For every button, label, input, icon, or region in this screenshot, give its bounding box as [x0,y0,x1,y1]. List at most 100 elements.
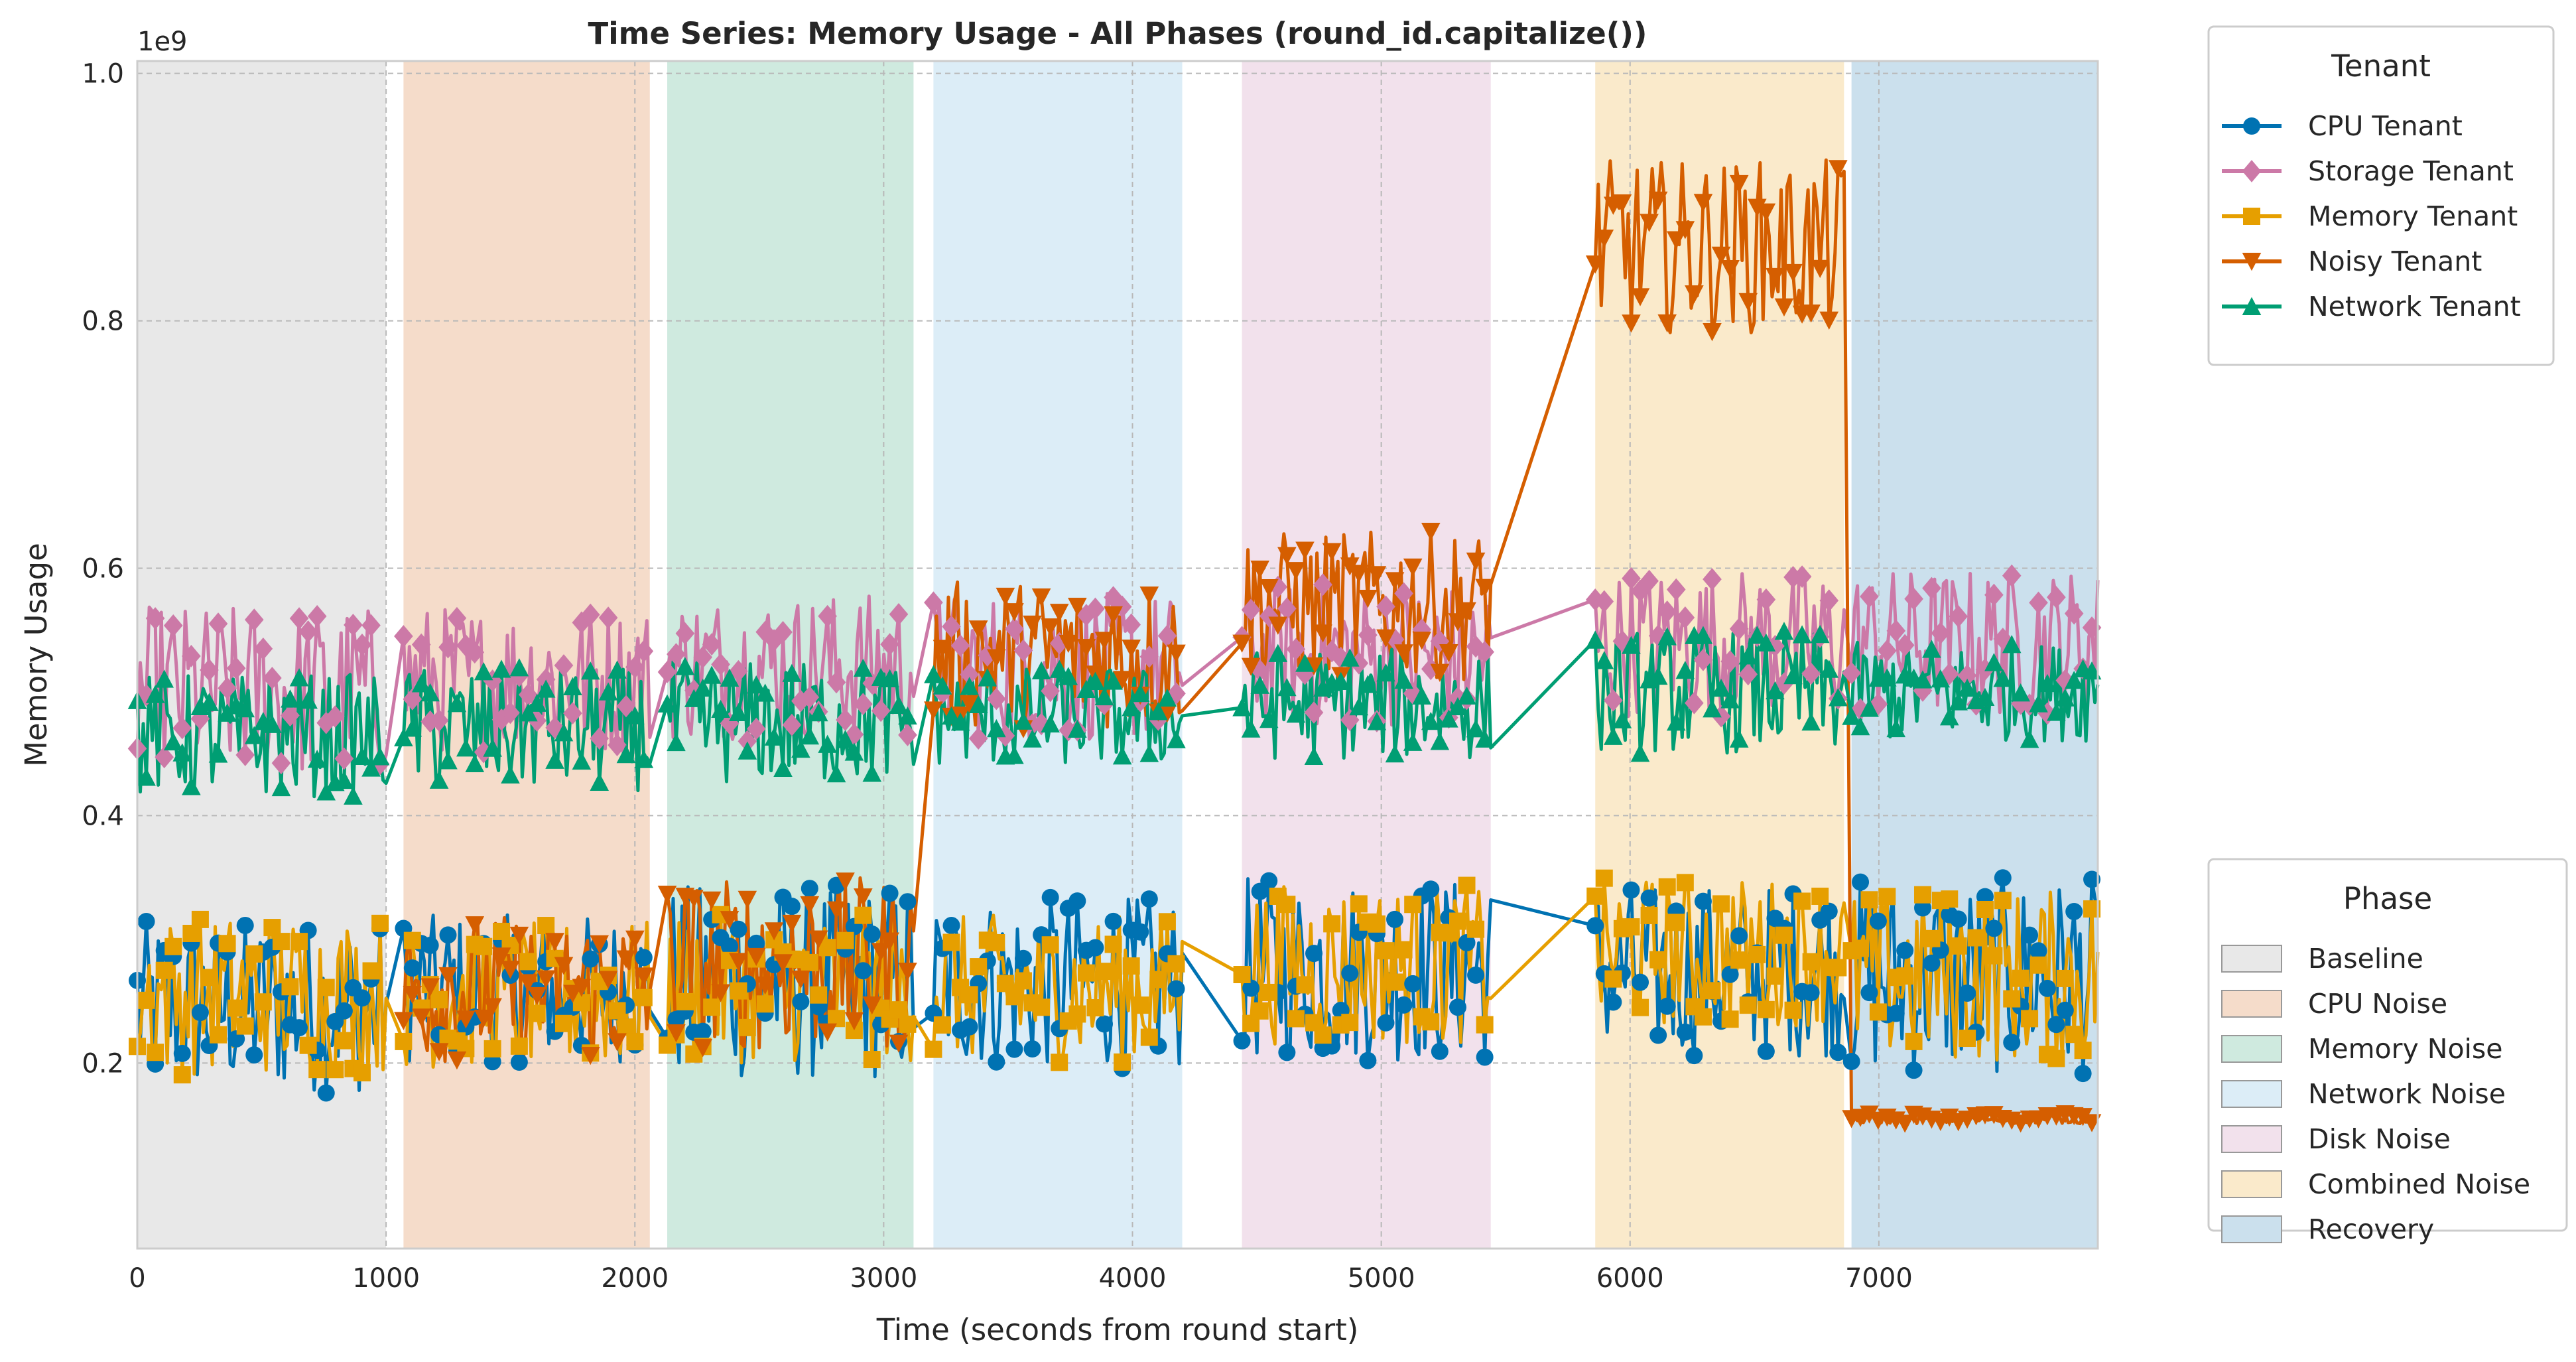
point-network-tenant [808,703,828,722]
point-memory-tenant [1323,915,1341,933]
point-network-tenant [1286,705,1306,723]
point-memory-tenant [317,979,335,996]
point-cpu-tenant [421,936,439,954]
point-noisy-tenant [889,1034,909,1053]
point-noisy-tenant [1167,644,1186,663]
point-network-tenant [235,699,255,718]
point-storage-tenant [155,746,174,769]
point-storage-tenant [1277,597,1297,620]
point-network-tenant [244,726,264,744]
point-network-tenant [474,662,493,681]
point-network-tenant [1850,716,1870,736]
point-storage-tenant [1860,585,1879,608]
point-cpu-tenant [1086,939,1104,957]
legend-label-recovery: Recovery [2308,1213,2434,1245]
series-line-network-tenant [135,630,2100,799]
point-storage-tenant [738,730,757,753]
point-noisy-tenant [808,930,828,949]
y-tick-label: 0.6 [82,553,124,584]
point-network-tenant [729,703,748,721]
point-memory-tenant [528,1004,546,1022]
point-noisy-tenant [1421,523,1441,541]
point-noisy-tenant [1685,285,1704,304]
point-storage-tenant [1421,657,1441,681]
point-noisy-tenant [1675,221,1695,239]
point-noisy-tenant [1259,579,1279,598]
point-cpu-tenant [191,1004,209,1022]
legend-label-disk-noise: Disk Noise [2308,1123,2451,1155]
point-cpu-tenant [1896,941,1914,959]
point-memory-tenant [2003,990,2021,1008]
y-axis-offset-label: 1e9 [137,27,188,57]
point-cpu-tenant [1131,923,1149,941]
point-network-tenant [554,723,574,742]
point-noisy-tenant [1585,255,1605,274]
point-noisy-tenant [1693,194,1713,212]
point-network-tenant [1939,707,1959,726]
point-memory-tenant [272,933,290,951]
point-memory-tenant [2056,969,2074,987]
point-storage-tenant [693,646,713,669]
point-network-tenant [1860,699,1879,717]
point-memory-tenant [1703,982,1721,1000]
point-cpu-tenant [1359,1052,1377,1069]
point-network-tenant [1349,697,1369,716]
point-noisy-tenant [862,996,882,1015]
point-network-tenant [1277,678,1297,697]
point-noisy-tenant [880,932,899,951]
point-storage-tenant [960,663,979,686]
point-memory-tenant [1976,900,1994,918]
point-storage-tenant [1604,689,1623,712]
x-tick-label: 3000 [850,1263,917,1294]
point-network-tenant [1720,690,1740,709]
point-storage-tenant [1358,624,1378,647]
point-storage-tenant [519,683,538,707]
x-axis-label: Time (seconds from round start) [876,1312,1359,1347]
point-storage-tenant [352,634,372,656]
point-noisy-tenant [394,1012,413,1030]
y-axis-label: Memory Usage [19,543,54,767]
point-network-tenant [263,715,282,733]
point-noisy-tenant [411,1008,431,1027]
point-noisy-tenant [1241,657,1261,676]
point-memory-tenant [1766,967,1784,985]
point-memory-tenant [155,961,173,979]
point-memory-tenant [1658,878,1676,896]
series-markers [127,160,2102,1133]
point-noisy-tenant [1860,1105,1879,1124]
point-noisy-tenant [465,916,485,935]
point-storage-tenant [429,709,449,732]
point-cpu-tenant [1985,919,2003,937]
point-storage-tenant [298,620,318,643]
point-network-tenant [1457,686,1476,705]
point-cpu-tenant [1422,880,1440,898]
point-noisy-tenant [634,967,654,986]
point-noisy-tenant [968,620,988,639]
point-cpu-tenant [1923,954,1941,972]
point-memory-tenant [1114,1053,1131,1071]
point-noisy-tenant [1031,588,1051,607]
point-storage-tenant [1850,698,1870,720]
point-noisy-tenant [456,1010,476,1029]
point-storage-tenant [1013,639,1033,662]
point-cpu-tenant [2038,979,2056,997]
point-memory-tenant [2065,1026,2083,1044]
point-network-tenant [1112,746,1132,765]
tenant-legend: Tenant CPU Tenant Storage Tenant Memory Ten… [2207,25,2555,366]
point-storage-tenant [1957,664,1977,687]
point-memory-tenant [863,1051,881,1069]
point-network-tenant [1738,646,1758,665]
point-network-tenant [1068,719,1087,738]
point-network-tenant [1268,644,1288,662]
point-noisy-tenant [773,954,793,973]
point-memory-tenant [2021,1010,2039,1028]
point-cpu-tenant [1949,910,1967,928]
point-memory-tenant [1694,1008,1712,1026]
point-network-tenant [1711,679,1731,697]
point-noisy-tenant [1711,246,1731,265]
point-storage-tenant [554,654,574,677]
point-cpu-tenant [353,989,371,1007]
point-network-tenant [1648,666,1668,685]
point-cpu-tenant [899,893,917,911]
point-cpu-tenant [1820,902,1838,920]
